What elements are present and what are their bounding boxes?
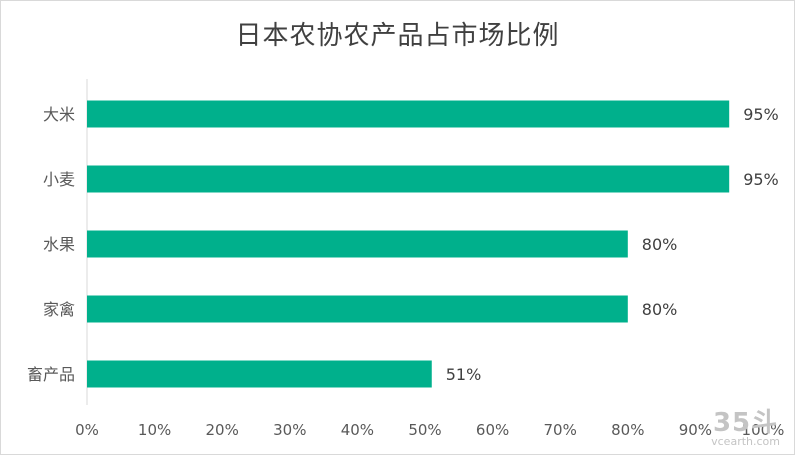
watermark-url: vcearth.com [711, 435, 780, 448]
data-label: 95% [743, 170, 779, 189]
bar-2 [87, 230, 628, 258]
x-tick-label: 70% [544, 421, 577, 439]
x-tick-label: 20% [206, 421, 239, 439]
x-tick-label: 30% [273, 421, 306, 439]
data-label: 80% [642, 300, 678, 319]
bar-0 [87, 100, 730, 128]
x-tick-label: 60% [476, 421, 509, 439]
category-label: 小麦 [43, 170, 75, 189]
x-tick-label: 40% [341, 421, 374, 439]
x-tick-label: 0% [75, 421, 99, 439]
x-tick-label: 100% [742, 421, 785, 439]
x-tick-label: 90% [679, 421, 712, 439]
x-tick-label: 80% [611, 421, 644, 439]
bar-3 [87, 295, 628, 323]
category-label: 畜产品 [27, 365, 75, 384]
watermark-logo-text: 35斗 [712, 408, 779, 438]
data-label: 80% [642, 235, 678, 254]
chart-title: 日本农协农产品占市场比例 [235, 21, 560, 51]
watermark-logo: 35斗 vcearth.com [711, 410, 780, 448]
bar-4 [87, 360, 432, 388]
bar-1 [87, 165, 730, 193]
x-tick-label: 10% [138, 421, 171, 439]
x-tick-label: 50% [408, 421, 441, 439]
category-label: 大米 [43, 105, 75, 124]
data-label: 51% [446, 365, 482, 384]
category-label: 家禽 [43, 300, 75, 319]
category-label: 水果 [43, 235, 75, 254]
data-label: 95% [743, 105, 779, 124]
